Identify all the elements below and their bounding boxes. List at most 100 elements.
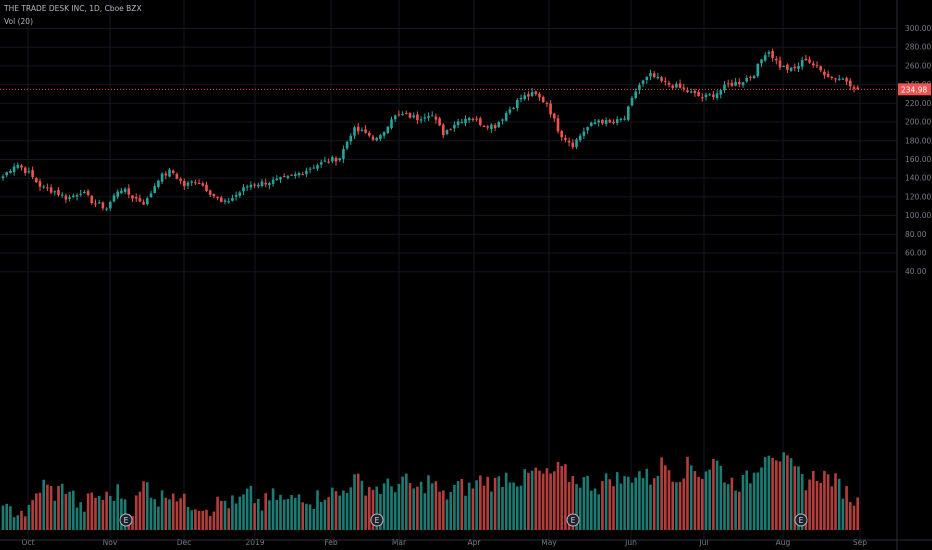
volume-bar [856,497,859,530]
volume-bar [79,502,82,530]
volume-bar [734,490,737,530]
candle-body [49,187,53,193]
volume-bar [645,468,649,530]
candle-body [35,178,38,183]
volume-bar [109,495,112,530]
volume-bar [453,485,456,530]
volume-bar [812,471,815,530]
volume-bar [504,472,508,530]
candle-body [201,183,205,186]
volume-bar [286,498,290,530]
candle-body [819,66,822,71]
volume-bar [678,481,682,530]
candle-body [427,116,430,118]
x-tick-label: 2019 [245,538,264,547]
candle-body [94,203,97,205]
volume-bar [619,483,623,530]
y-tick-label: 300.00 [905,24,931,33]
candle-body [338,158,341,161]
volume-bar [738,491,741,530]
volume-bar [149,497,153,530]
volume-bar [53,500,57,530]
volume-bar [475,480,478,530]
candle-body [1,176,5,179]
volume-bar [72,490,75,530]
candle-body [504,113,508,121]
volume-bar [31,500,34,530]
candle-body [549,103,552,115]
candle-body [101,202,105,209]
candle-body [723,84,726,91]
candle-body [23,167,27,173]
volume-bar [571,475,575,530]
candle-body [60,194,64,196]
volume-bar [730,477,734,530]
candle-body [405,112,408,114]
candle-body [438,118,441,126]
volume-bar [260,510,264,530]
candle-body [131,195,134,199]
volume-bar [379,493,382,530]
volume-bar [590,490,593,530]
volume-bar [323,499,327,530]
volume-bar [601,481,604,530]
volume-bar [623,476,626,530]
candle-body [27,171,31,173]
candle-body [397,114,401,116]
volume-bar [786,455,789,530]
volume-bar [338,495,341,530]
volume-bar [708,469,711,530]
candle-body [31,170,34,178]
candle-body [567,140,571,143]
candle-body [756,63,760,77]
candle-body [712,94,715,98]
volume-bar [771,457,774,530]
volume-bar [46,484,49,530]
candle-body [79,193,82,195]
candle-body [257,184,260,187]
candle-body [205,184,208,192]
volume-bar [819,482,822,530]
symbol-legend[interactable]: THE TRADE DESK INC, 1D, Cboe BZX [4,4,142,13]
candle-body [730,82,734,86]
candle-body [741,82,745,86]
volume-bar [342,490,345,530]
candle-body [556,118,560,132]
candle-body [249,184,253,188]
candle-body [849,80,852,87]
candle-body [763,55,767,61]
volume-bar [726,484,730,530]
volume-bar [238,496,242,530]
candle-body [294,174,297,176]
volume-bar [168,499,171,530]
candle-body [497,122,501,128]
candle-body [46,187,49,189]
volume-bar [83,511,86,530]
candle-body [57,189,60,195]
candle-body [752,76,756,79]
volume-bar [301,502,304,530]
candle-body [490,124,493,129]
candle-body [734,82,737,86]
earnings-marker [370,513,384,527]
volume-bar [423,493,427,530]
volume-bar [157,506,160,530]
volume-bar [112,500,116,530]
candle-body [331,157,334,162]
candle-body [456,121,460,125]
volume-bar [760,467,763,530]
x-tick-label: Jul [698,538,708,547]
volume-bar [467,482,471,530]
volume-bar [745,470,748,530]
y-tick-label: 100.00 [905,211,931,220]
volume-bar [349,487,353,530]
volume-bar [752,472,756,530]
volume-legend[interactable]: Vol (20) [4,17,34,26]
candle-body [238,192,242,196]
candle-body [582,131,586,136]
candle-body [271,179,275,184]
candle-body [227,201,230,203]
volume-bar [101,499,105,530]
candle-body [479,118,482,125]
